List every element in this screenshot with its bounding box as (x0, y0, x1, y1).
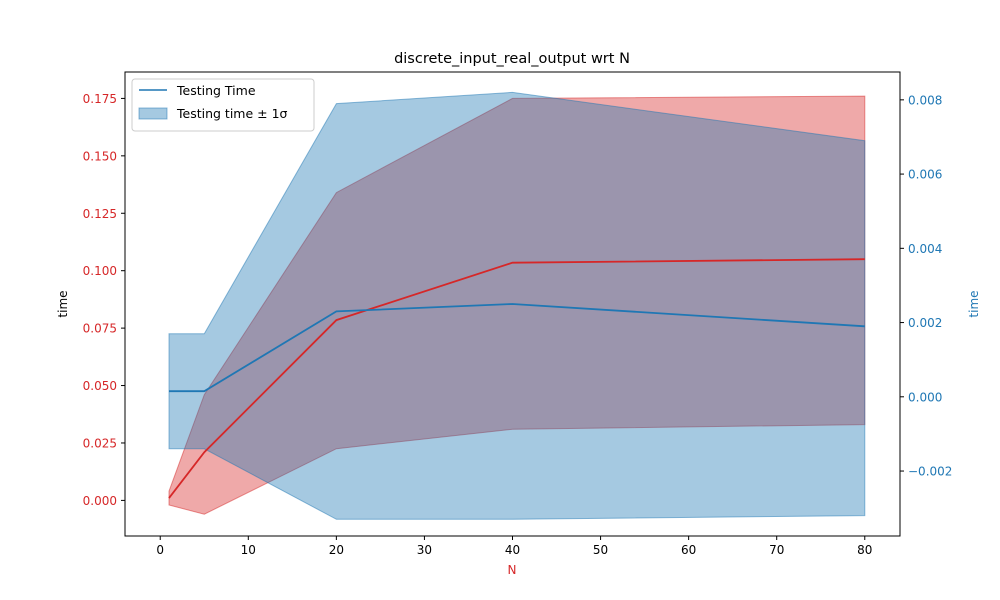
legend-label-mean: Testing Time (176, 83, 256, 98)
y-tick-label: 0.175 (83, 92, 117, 106)
x-tick-label: 10 (241, 543, 256, 557)
y2-tick-label: 0.008 (908, 93, 942, 107)
legend-band-swatch (138, 107, 168, 120)
line-series-2 (169, 303, 865, 393)
chart-title: discrete_input_real_output wrt N (394, 51, 630, 67)
legend-box (131, 78, 315, 132)
x-tick-label: 80 (857, 543, 872, 557)
band-series-2 (168, 91, 866, 520)
x-tick-label: 50 (593, 543, 608, 557)
y2-tick-label: 0.004 (908, 242, 942, 256)
y-tick-label: 0.075 (83, 322, 117, 336)
y-axis-label: time (56, 290, 70, 317)
legend-label-band: Testing time ± 1σ (176, 106, 288, 121)
y2-axis-label: time (967, 290, 981, 317)
y2-tick-label: −0.002 (908, 465, 952, 479)
y-tick-label: 0.000 (83, 494, 117, 508)
x-tick-label: 70 (769, 543, 784, 557)
y-tick-label: 0.125 (83, 207, 117, 221)
x-tick-label: 40 (505, 543, 520, 557)
x-tick-label: 60 (681, 543, 696, 557)
x-axis-label: N (508, 563, 517, 577)
y2-tick-label: 0.002 (908, 316, 942, 330)
y2-tick-label: 0.000 (908, 390, 942, 404)
y-tick-label: 0.100 (83, 264, 117, 278)
line-series-1 (168, 258, 865, 499)
y-tick-label: 0.025 (83, 436, 117, 450)
legend: Testing Time Testing time ± 1σ (131, 78, 315, 132)
y-tick-label: 0.050 (83, 379, 117, 393)
y2-tick-label: 0.006 (908, 168, 942, 182)
x-tick-label: 20 (329, 543, 344, 557)
x-tick-label: 0 (156, 543, 164, 557)
x-tick-label: 30 (417, 543, 432, 557)
y-tick-label: 0.150 (83, 149, 117, 163)
